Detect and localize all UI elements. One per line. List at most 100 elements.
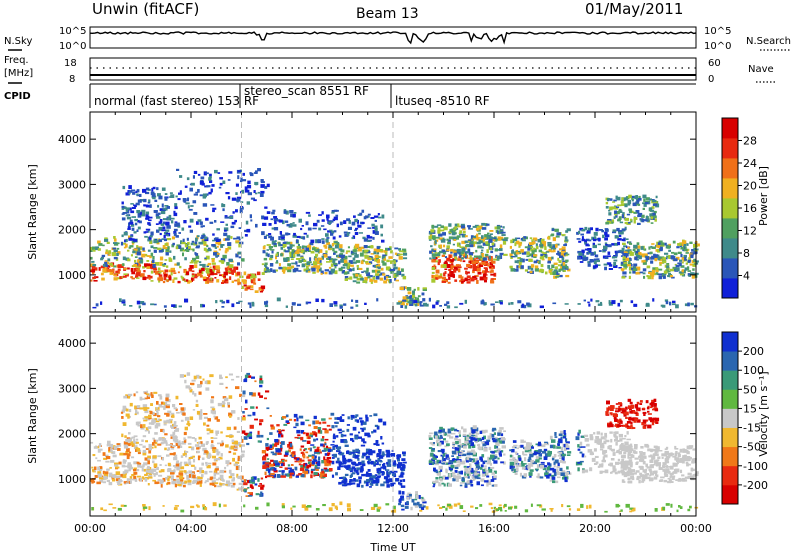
vel-cell (327, 457, 332, 459)
power-cell (580, 234, 584, 236)
power-cell (270, 249, 274, 251)
power-cell (189, 209, 193, 211)
power-cell (102, 245, 104, 247)
vel-cell (492, 429, 495, 431)
vel-cell (256, 493, 260, 495)
power-cell (160, 208, 163, 211)
vel-cell (359, 480, 362, 484)
power-cell (176, 223, 180, 227)
power-cell (533, 254, 537, 256)
power-cell (563, 262, 565, 266)
power-cell (423, 287, 427, 289)
vel-cell (300, 468, 304, 471)
vel-cell (275, 465, 279, 467)
vel-cell (245, 400, 248, 404)
vel-cell (286, 415, 289, 418)
power-cell (497, 226, 501, 230)
power-cell (92, 307, 96, 309)
power-cell (221, 260, 225, 262)
power-cell (578, 231, 580, 234)
vel-cell (172, 432, 175, 435)
power-cell (203, 279, 207, 281)
power-cell (510, 246, 512, 249)
nsky-label: N.Sky (4, 36, 32, 47)
power-cell (329, 303, 333, 307)
power-cell (599, 250, 602, 252)
vel-cell (353, 427, 357, 431)
power-cell (288, 233, 291, 235)
power-cell (114, 257, 118, 259)
vel-cell (398, 491, 401, 495)
power-cell (165, 230, 169, 232)
vel-cell (438, 450, 442, 452)
vel-cell (128, 440, 131, 443)
power-cell (666, 265, 669, 268)
power-cell (136, 203, 140, 206)
power-cell (676, 246, 679, 248)
vel-cell (211, 444, 214, 446)
power-cell (359, 232, 363, 234)
power-cell (150, 276, 152, 279)
vel-cell (145, 430, 148, 432)
vel-cell (368, 450, 372, 453)
power-cell (620, 300, 623, 303)
power-cell (646, 256, 650, 260)
vel-cell (196, 451, 200, 453)
power-cell (362, 210, 365, 213)
vel-cell (466, 471, 471, 474)
power-cell (388, 256, 393, 259)
power-cell (295, 251, 299, 254)
vel-cell (248, 433, 252, 436)
power-cell (277, 298, 281, 302)
vel-cell (216, 434, 218, 436)
power-cell (482, 227, 487, 230)
nave-tick-top: 60 (708, 58, 721, 69)
power-cell (175, 235, 179, 238)
vel-cell (185, 417, 189, 421)
power-cell (172, 243, 175, 246)
power-cell (621, 201, 624, 203)
power-cell (526, 259, 529, 261)
vel-cell (212, 462, 216, 465)
vel-cell (204, 472, 207, 474)
vel-cell (188, 446, 191, 448)
power-cell (289, 210, 293, 213)
power-cell (143, 270, 145, 272)
power-cell (201, 225, 204, 227)
power-cell (261, 231, 265, 235)
power-cell (192, 273, 194, 275)
cpid-segment-2: stereo_scan 8551 RF (244, 84, 369, 98)
vel-cell (165, 477, 167, 479)
power-cell (213, 273, 217, 275)
power-cell (130, 203, 134, 205)
power-cell (114, 277, 118, 280)
vel-cell (301, 474, 304, 477)
vel-cell (233, 483, 236, 485)
power-cell (453, 274, 455, 278)
power-cell (303, 260, 306, 263)
power-cell (473, 267, 477, 271)
power-cell (364, 303, 367, 305)
vel-cell (237, 489, 239, 491)
power-cell (190, 205, 193, 207)
power-cell (658, 273, 662, 275)
nave-label: Nave (748, 64, 774, 75)
vel-cell (333, 454, 337, 458)
vel-cell (347, 424, 350, 426)
power-cell (209, 174, 212, 176)
vel-cell (335, 445, 338, 447)
vel-cell (157, 444, 161, 446)
vel-cell (332, 475, 334, 478)
vel-cell (377, 472, 380, 474)
power-cell (594, 259, 597, 261)
power-cell (619, 235, 621, 237)
vel-cell (322, 428, 326, 430)
vel-cell (300, 465, 303, 467)
power-cell (375, 273, 378, 276)
power-cell (429, 258, 432, 260)
power-cell (304, 233, 307, 235)
power-cell (380, 225, 383, 229)
vel-cell (351, 452, 355, 454)
vel-cell (162, 438, 166, 441)
power-cell (642, 195, 646, 199)
